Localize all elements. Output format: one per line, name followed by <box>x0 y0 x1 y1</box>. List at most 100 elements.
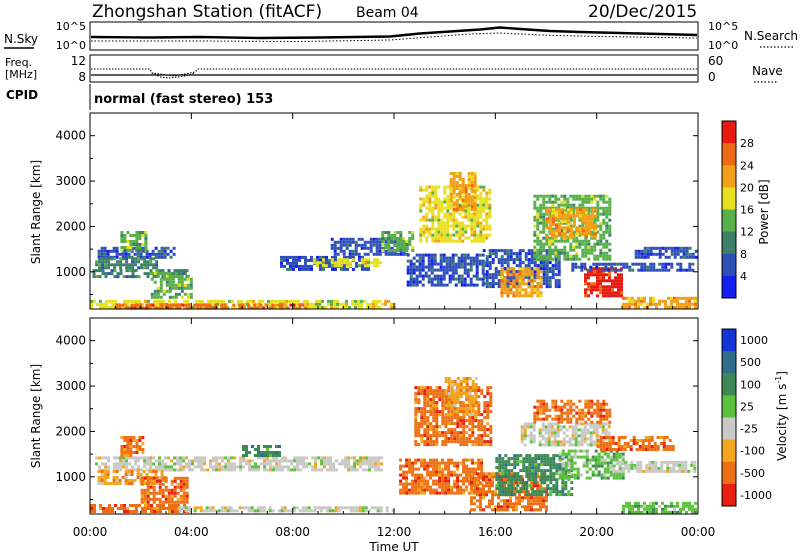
data-cell <box>412 265 416 269</box>
data-cell <box>443 233 447 237</box>
data-cell <box>584 239 588 243</box>
data-cell <box>468 413 472 416</box>
data-cell <box>381 234 385 237</box>
data-cell <box>557 282 561 286</box>
data-cell <box>685 302 688 306</box>
data-cell <box>456 392 460 395</box>
data-cell <box>372 299 375 303</box>
data-cell <box>446 224 450 228</box>
data-cell <box>536 502 539 506</box>
data-cell <box>569 218 573 222</box>
data-cell <box>464 227 468 231</box>
data-cell <box>153 271 157 275</box>
data-cell <box>584 279 587 283</box>
data-cell <box>461 239 465 243</box>
data-cell <box>628 265 632 269</box>
data-cell <box>446 197 450 201</box>
data-cell <box>112 482 116 485</box>
data-cell <box>429 488 433 492</box>
data-cell <box>584 197 588 201</box>
data-cell <box>549 481 553 485</box>
data-cell <box>443 197 447 201</box>
data-cell <box>211 306 215 310</box>
data-cell <box>165 289 169 293</box>
data-cell <box>664 249 668 253</box>
data-cell <box>429 386 433 390</box>
data-cell <box>325 509 329 513</box>
data-cell <box>567 211 570 215</box>
data-cell <box>486 413 490 417</box>
data-cell <box>278 451 281 454</box>
data-cell <box>435 431 439 435</box>
data-cell <box>520 431 524 435</box>
data-cell <box>310 258 313 262</box>
data-cell <box>694 255 698 259</box>
data-cell <box>120 507 123 510</box>
data-cell <box>138 439 142 442</box>
data-cell <box>104 272 108 276</box>
data-cell <box>527 270 531 274</box>
data-cell <box>542 242 546 246</box>
data-cell <box>667 246 671 250</box>
data-cell <box>488 233 492 237</box>
data-cell <box>470 224 474 228</box>
data-cell <box>415 280 419 284</box>
data-cell <box>474 404 478 407</box>
data-cell <box>146 263 150 267</box>
data-cell <box>594 214 597 218</box>
data-cell <box>425 227 429 231</box>
data-cell <box>512 267 516 271</box>
data-cell <box>625 305 628 309</box>
data-cell <box>173 494 177 498</box>
data-cell <box>459 434 463 438</box>
data-cell <box>160 252 164 256</box>
data-cell <box>486 422 490 426</box>
data-cell <box>569 257 573 261</box>
data-cell <box>156 274 160 278</box>
data-cell <box>590 273 593 277</box>
data-cell <box>177 271 181 275</box>
data-cell <box>533 251 537 255</box>
data-cell <box>596 224 600 228</box>
data-cell <box>156 292 160 296</box>
nave-line <box>91 68 697 77</box>
data-cell <box>224 468 228 472</box>
data-cell <box>200 468 204 472</box>
data-cell <box>465 437 469 441</box>
data-cell <box>546 478 550 482</box>
data-cell <box>152 456 156 460</box>
data-cell <box>525 469 529 473</box>
data-cell <box>367 267 370 271</box>
data-cell <box>546 220 549 224</box>
data-cell <box>471 431 475 435</box>
data-cell <box>485 191 489 195</box>
data-cell <box>344 462 348 466</box>
data-cell <box>515 508 518 512</box>
data-cell <box>572 206 576 210</box>
data-cell <box>302 465 306 469</box>
data-cell <box>447 413 451 416</box>
data-cell <box>314 468 318 472</box>
data-cell <box>136 303 140 307</box>
data-cell <box>446 218 450 222</box>
data-cell <box>157 249 161 253</box>
data-cell <box>460 280 464 284</box>
data-cell <box>471 428 475 432</box>
data-cell <box>580 268 584 272</box>
data-cell <box>542 194 546 198</box>
data-cell <box>500 258 504 262</box>
data-cell <box>477 437 481 441</box>
data-cell <box>525 475 529 479</box>
data-cell <box>468 416 472 420</box>
data-cell <box>115 479 119 482</box>
data-cell <box>480 428 484 432</box>
data-cell <box>459 479 463 483</box>
data-cell <box>142 482 146 485</box>
data-cell <box>551 264 555 268</box>
data-cell <box>582 226 585 230</box>
data-cell <box>515 258 519 262</box>
data-cell <box>154 470 158 473</box>
data-cell <box>408 470 412 474</box>
data-cell <box>426 464 430 468</box>
data-cell <box>450 491 454 495</box>
